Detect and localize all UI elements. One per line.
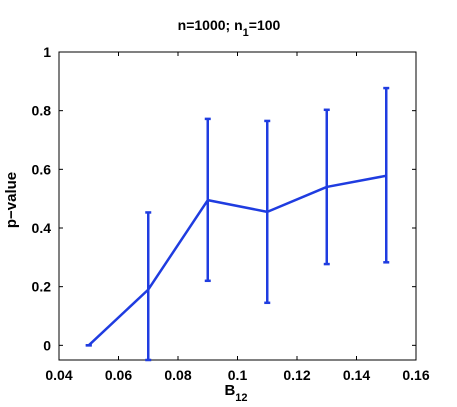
x-tick-label: 0.04 (45, 367, 72, 383)
y-tick-label: 0.6 (32, 161, 52, 177)
y-tick-label: 0.8 (32, 103, 52, 119)
y-tick-label: 0.2 (32, 279, 52, 295)
x-tick-label: 0.06 (105, 367, 132, 383)
y-tick-label: 0.4 (32, 220, 52, 236)
y-tick-label: 1 (43, 44, 51, 60)
chart-title: n=1000; n1=100 (178, 17, 281, 39)
series-line (87, 174, 387, 347)
plot-area: 0.04 0.06 0.08 0.1 0.12 0.14 0.16 0 0.2 0.4 0.6 0.8… (32, 44, 430, 383)
chart-title-subscript: 1 (243, 27, 249, 39)
x-tick-label: 0.08 (164, 367, 191, 383)
y-tick-label: 0 (43, 337, 51, 353)
y-axis-label: p−value (3, 172, 20, 228)
x-tick-label: 0.14 (343, 367, 370, 383)
x-tick-label: 0.12 (283, 367, 310, 383)
x-axis-label-subscript: 12 (235, 392, 247, 404)
x-tick-label: 0.1 (228, 367, 248, 383)
x-axis-label: B12 (224, 382, 247, 404)
x-tick-label: 0.16 (402, 367, 429, 383)
